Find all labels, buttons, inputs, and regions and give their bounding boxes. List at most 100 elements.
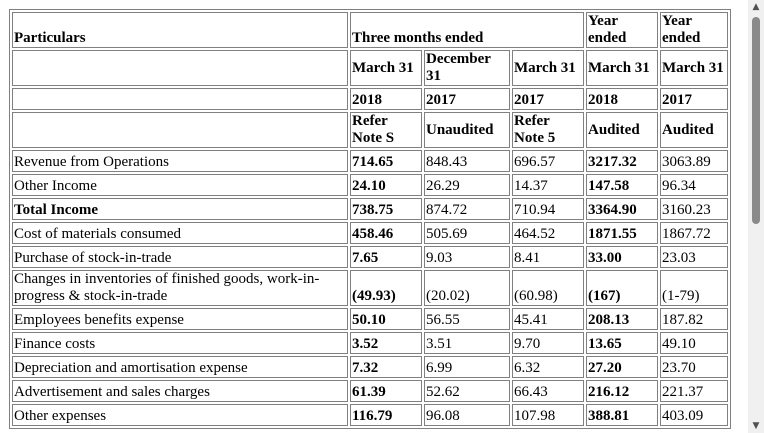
- row-label: Changes in inventories of finished goods…: [12, 270, 348, 306]
- header-three-months-ended: Three months ended: [350, 12, 584, 48]
- header-row-months: March 31 December 31 March 31 March 31 M…: [12, 50, 728, 86]
- value-cell: 13.65: [586, 332, 658, 354]
- value-cell: 3.52: [350, 332, 422, 354]
- audit-note-cell: Audited: [586, 112, 658, 148]
- value-cell: 14.37: [512, 174, 584, 196]
- audit-note-cell: Refer Note 5: [512, 112, 584, 148]
- value-cell: 458.46: [350, 222, 422, 244]
- header-blank-cell: [12, 112, 348, 148]
- table-row: Advertisement and sales charges 61.39 52…: [12, 380, 728, 402]
- year-cell: 2017: [660, 88, 728, 110]
- value-cell: 216.12: [586, 380, 658, 402]
- year-cell: 2018: [350, 88, 422, 110]
- month-cell: March 31: [586, 50, 658, 86]
- row-label: Other Income: [12, 174, 348, 196]
- value-cell: 208.13: [586, 308, 658, 330]
- value-cell: 464.52: [512, 222, 584, 244]
- value-cell: 187.82: [660, 308, 728, 330]
- value-cell: 388.81: [586, 404, 658, 426]
- row-label: Revenue from Operations: [12, 150, 348, 172]
- month-cell: March 31: [512, 50, 584, 86]
- table-row: Purchase of stock-in-trade 7.65 9.03 8.4…: [12, 246, 728, 268]
- month-cell: March 31: [660, 50, 728, 86]
- value-cell: 505.69: [424, 222, 510, 244]
- table-row: Employees benefits expense 50.10 56.55 4…: [12, 308, 728, 330]
- value-cell: 27.20: [586, 356, 658, 378]
- value-cell: 221.37: [660, 380, 728, 402]
- value-cell: 3.51: [424, 332, 510, 354]
- value-cell: 50.10: [350, 308, 422, 330]
- value-cell: 8.41: [512, 246, 584, 268]
- value-cell: 107.98: [512, 404, 584, 426]
- row-label: Purchase of stock-in-trade: [12, 246, 348, 268]
- value-cell: 96.34: [660, 174, 728, 196]
- value-cell: 56.55: [424, 308, 510, 330]
- financial-results-table: Particulars Three months ended Year ende…: [9, 9, 731, 429]
- row-label: Total Income: [12, 198, 348, 220]
- value-cell: 23.70: [660, 356, 728, 378]
- value-cell: 710.94: [512, 198, 584, 220]
- value-cell: 714.65: [350, 150, 422, 172]
- row-label: Depreciation and amortisation expense: [12, 356, 348, 378]
- value-cell: 96.08: [424, 404, 510, 426]
- value-cell: 9.70: [512, 332, 584, 354]
- value-cell: 49.10: [660, 332, 728, 354]
- value-cell: 147.58: [586, 174, 658, 196]
- value-cell: 24.10: [350, 174, 422, 196]
- row-label: Finance costs: [12, 332, 348, 354]
- value-cell: 23.03: [660, 246, 728, 268]
- audit-note-cell: Audited: [660, 112, 728, 148]
- value-cell: 61.39: [350, 380, 422, 402]
- value-cell: 696.57: [512, 150, 584, 172]
- value-cell: (1-79): [660, 270, 728, 306]
- table-row: Other Income 24.10 26.29 14.37 147.58 96…: [12, 174, 728, 196]
- value-cell: (60.98): [512, 270, 584, 306]
- year-cell: 2017: [424, 88, 510, 110]
- table-row: Depreciation and amortisation expense 7.…: [12, 356, 728, 378]
- vertical-scrollbar[interactable]: ▲ ▼: [748, 0, 764, 433]
- audit-note-cell: Unaudited: [424, 112, 510, 148]
- header-row-1: Particulars Three months ended Year ende…: [12, 12, 728, 48]
- value-cell: (49.93): [350, 270, 422, 306]
- value-cell: 874.72: [424, 198, 510, 220]
- header-blank-cell: [12, 88, 348, 110]
- header-year-ended-2017: Year ended: [660, 12, 728, 48]
- row-label: Advertisement and sales charges: [12, 380, 348, 402]
- value-cell: 33.00: [586, 246, 658, 268]
- value-cell: 6.32: [512, 356, 584, 378]
- value-cell: 116.79: [350, 404, 422, 426]
- value-cell: 3217.32: [586, 150, 658, 172]
- table-row: Finance costs 3.52 3.51 9.70 13.65 49.10: [12, 332, 728, 354]
- value-cell: 738.75: [350, 198, 422, 220]
- month-cell: March 31: [350, 50, 422, 86]
- scroll-up-arrow-icon[interactable]: ▲: [752, 2, 760, 12]
- document-viewport: Particulars Three months ended Year ende…: [9, 9, 731, 429]
- header-row-notes: Refer Note S Unaudited Refer Note 5 Audi…: [12, 112, 728, 148]
- header-year-ended-2018: Year ended: [586, 12, 658, 48]
- value-cell: 26.29: [424, 174, 510, 196]
- row-label: Other expenses: [12, 404, 348, 426]
- table-row-total-income: Total Income 738.75 874.72 710.94 3364.9…: [12, 198, 728, 220]
- value-cell: 1871.55: [586, 222, 658, 244]
- value-cell: 3160.23: [660, 198, 728, 220]
- row-label: Employees benefits expense: [12, 308, 348, 330]
- year-cell: 2017: [512, 88, 584, 110]
- scrollbar-thumb[interactable]: [752, 17, 760, 224]
- month-cell: December 31: [424, 50, 510, 86]
- value-cell: 7.32: [350, 356, 422, 378]
- header-blank-cell: [12, 50, 348, 86]
- audit-note-cell: Refer Note S: [350, 112, 422, 148]
- header-row-years: 2018 2017 2017 2018 2017: [12, 88, 728, 110]
- value-cell: 848.43: [424, 150, 510, 172]
- value-cell: 6.99: [424, 356, 510, 378]
- value-cell: (167): [586, 270, 658, 306]
- value-cell: 45.41: [512, 308, 584, 330]
- table-row: Changes in inventories of finished goods…: [12, 270, 728, 306]
- value-cell: 66.43: [512, 380, 584, 402]
- header-particulars: Particulars: [12, 12, 348, 48]
- value-cell: 52.62: [424, 380, 510, 402]
- value-cell: 3364.90: [586, 198, 658, 220]
- table-row: Revenue from Operations 714.65 848.43 69…: [12, 150, 728, 172]
- scroll-down-arrow-icon[interactable]: ▼: [752, 421, 760, 431]
- row-label: Cost of materials consumed: [12, 222, 348, 244]
